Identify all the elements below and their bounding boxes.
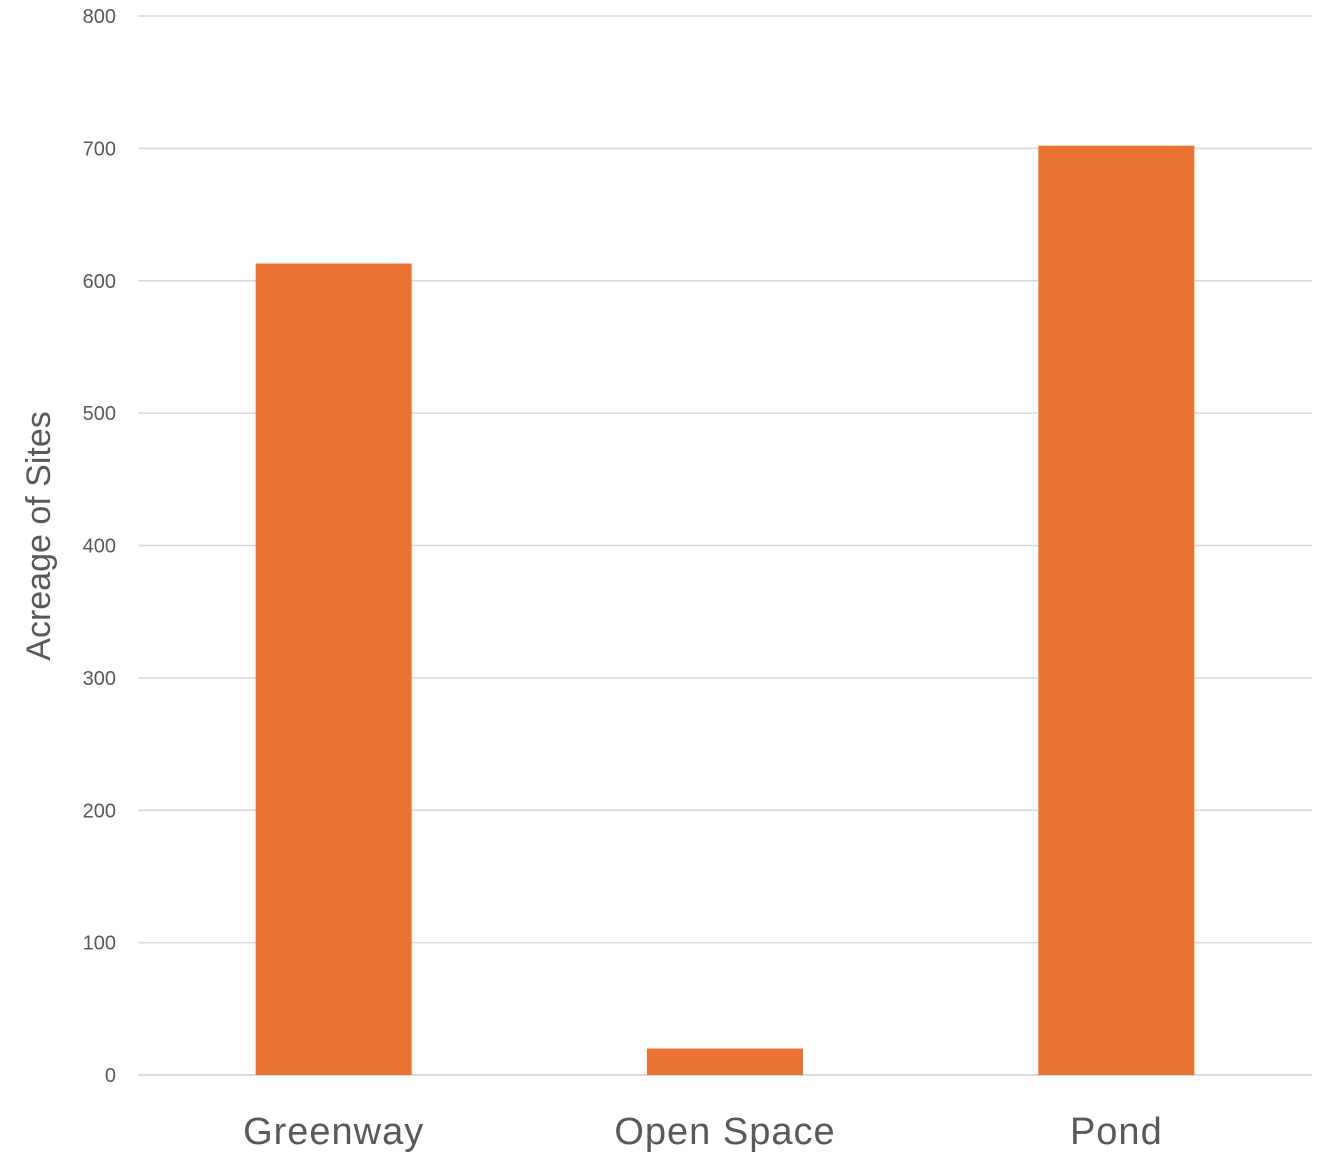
x-category-label-open-space: Open Space	[614, 1111, 835, 1152]
y-axis-ticks: 0 100 200 300 400 500 600 700 800	[83, 6, 116, 1087]
bar-greenway	[255, 263, 412, 1075]
bars	[255, 145, 1195, 1076]
y-axis-title: Acreage of Sites	[20, 411, 58, 660]
y-tick-label-200: 200	[83, 800, 116, 822]
x-category-label-greenway: Greenway	[243, 1111, 424, 1152]
bar-open-space	[647, 1048, 803, 1075]
y-tick-label-500: 500	[83, 403, 116, 425]
x-axis-categories: Greenway Open Space Pond	[243, 1111, 1163, 1153]
bar-pond	[1038, 145, 1195, 1076]
y-tick-label-600: 600	[83, 271, 116, 293]
y-tick-label-400: 400	[83, 536, 116, 558]
y-tick-label-300: 300	[83, 668, 116, 690]
y-tick-label-100: 100	[83, 933, 116, 955]
x-category-label-pond: Pond	[1070, 1111, 1163, 1152]
y-tick-label-700: 700	[83, 138, 116, 160]
y-tick-label-800: 800	[83, 6, 116, 28]
y-tick-label-0: 0	[105, 1065, 116, 1087]
